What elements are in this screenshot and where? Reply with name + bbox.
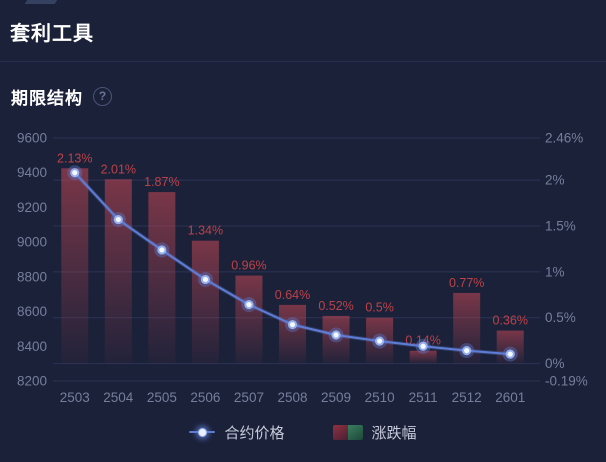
- x-axis-label-2506: 2506: [190, 390, 220, 405]
- header-divider: [0, 61, 606, 62]
- x-axis-label-2512: 2512: [452, 390, 482, 405]
- price-dot-icon: [198, 427, 208, 437]
- x-axis-label-2510: 2510: [365, 390, 395, 405]
- price-point-2505[interactable]: [159, 247, 165, 253]
- x-axis-label-2504: 2504: [103, 390, 134, 405]
- x-axis-label-2601: 2601: [495, 390, 525, 405]
- left-axis-label: 9400: [17, 165, 47, 180]
- chart-canvas: 2.46% 2% 1.5% 1% 0.5% 0% -0.19% 9600 9400 9200 900…: [17, 131, 588, 406]
- bar-value-label: 0.36%: [493, 314, 528, 328]
- top-tab-fragment: [24, 0, 58, 4]
- left-axis-label: 8200: [17, 374, 47, 389]
- page-title: 套利工具: [10, 23, 94, 45]
- price-point-2601[interactable]: [507, 351, 513, 357]
- change-bar-2508[interactable]: [279, 304, 306, 364]
- left-axis-label: 8400: [17, 339, 47, 354]
- price-point-2507[interactable]: [246, 302, 252, 308]
- change-bar-2509[interactable]: [322, 315, 350, 364]
- price-point-2508[interactable]: [289, 321, 296, 328]
- price-point-2506[interactable]: [202, 276, 209, 283]
- change-bar-2503[interactable]: [61, 168, 89, 364]
- right-axis-label: 2.46%: [545, 131, 583, 146]
- bar-value-label: 2.01%: [101, 162, 136, 176]
- section-title: 期限结构: [11, 89, 83, 108]
- price-point-2510[interactable]: [376, 338, 383, 344]
- right-axis-label: 2%: [545, 173, 565, 188]
- left-axis-label: 9200: [17, 200, 47, 215]
- term-structure-chart: 2.46% 2% 1.5% 1% 0.5% 0% -0.19% 9600 9400 9200 900…: [0, 125, 606, 457]
- chart-legend: 合约价格 涨跌幅: [0, 419, 606, 445]
- price-point-2503[interactable]: [72, 170, 78, 176]
- change-bar-marker-icon: [332, 424, 363, 440]
- x-axis-label-2508: 2508: [277, 390, 307, 405]
- help-icon[interactable]: ?: [93, 87, 112, 106]
- x-axis-label-2505: 2505: [147, 390, 177, 405]
- bar-value-label: 0.64%: [275, 288, 310, 302]
- right-axis-label: 0.5%: [545, 310, 576, 325]
- change-bar-2507[interactable]: [235, 275, 263, 364]
- right-axis-label: 0%: [545, 356, 565, 371]
- red-swatch-icon: [332, 424, 348, 440]
- legend-label-change-percent: 涨跌幅: [371, 424, 417, 442]
- green-swatch-icon: [347, 424, 363, 440]
- right-axis-label: -0.19%: [545, 374, 588, 389]
- price-point-2504[interactable]: [115, 216, 121, 223]
- left-axis-label: 8600: [17, 304, 47, 319]
- bar-value-label: 2.13%: [57, 151, 92, 165]
- left-axis-label: 9600: [17, 131, 47, 146]
- price-point-2511[interactable]: [420, 343, 426, 349]
- bar-value-label: 0.77%: [449, 276, 484, 290]
- change-bar-2505[interactable]: [148, 192, 176, 364]
- x-axis-label-2507: 2507: [234, 390, 264, 405]
- legend-label-contract-price: 合约价格: [224, 424, 285, 442]
- x-axis-label-2503: 2503: [60, 390, 90, 405]
- price-point-2509[interactable]: [333, 332, 339, 338]
- bar-value-label: 1.87%: [144, 175, 179, 189]
- right-axis-label: 1.5%: [545, 219, 576, 234]
- bar-value-label: 1.34%: [188, 224, 223, 238]
- change-bar-2511[interactable]: [409, 350, 437, 364]
- bar-value-label: 0.5%: [365, 301, 394, 315]
- left-axis-label: 8800: [17, 269, 47, 284]
- left-axis-label: 9000: [17, 235, 47, 250]
- right-axis-label: 1%: [545, 264, 565, 279]
- x-axis-label-2509: 2509: [321, 390, 351, 405]
- legend-item-change-percent[interactable]: 涨跌幅: [332, 422, 417, 443]
- bar-value-label: 0.52%: [318, 299, 353, 313]
- section-header: 期限结构 ?: [11, 84, 112, 109]
- x-axis-label-2511: 2511: [409, 390, 438, 405]
- price-line-marker-icon: [189, 427, 216, 437]
- bar-value-label: 0.96%: [231, 259, 266, 273]
- change-bar-2506[interactable]: [191, 240, 219, 364]
- price-point-2512[interactable]: [464, 348, 470, 354]
- legend-item-contract-price[interactable]: 合约价格: [189, 422, 285, 443]
